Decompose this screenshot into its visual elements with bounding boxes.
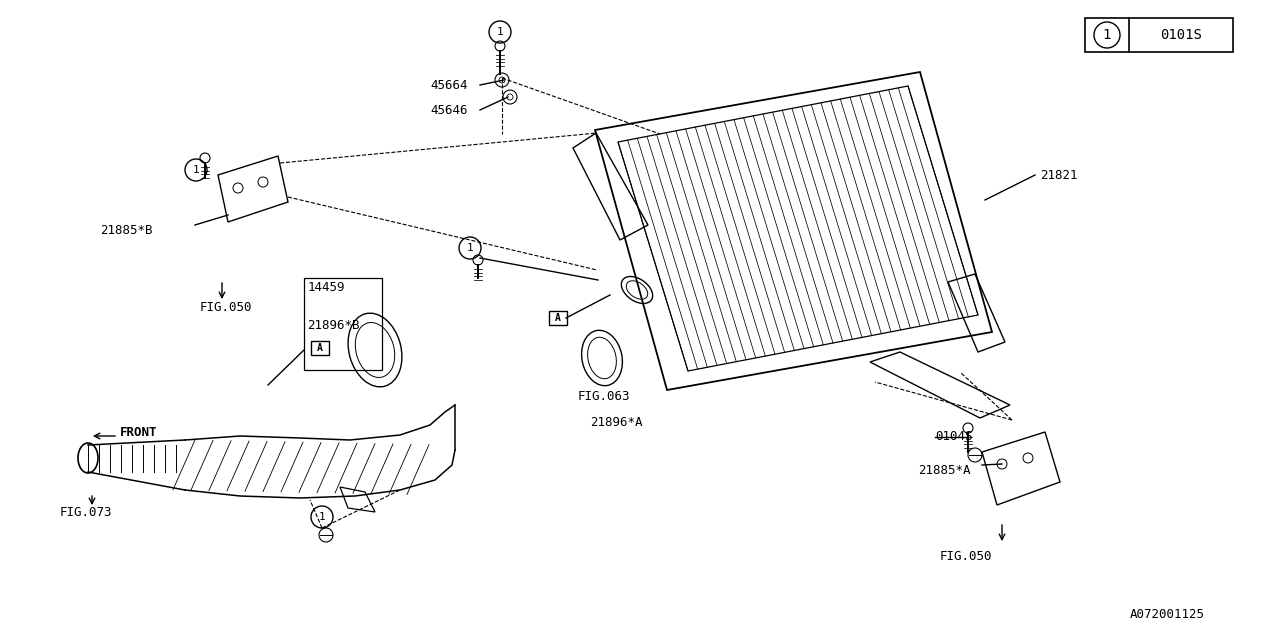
Text: 21821: 21821 — [1039, 168, 1078, 182]
Text: 21885*B: 21885*B — [100, 223, 152, 237]
Text: A: A — [317, 343, 323, 353]
Text: FIG.050: FIG.050 — [200, 301, 252, 314]
Bar — [1085, 18, 1233, 52]
Text: 21885*A: 21885*A — [918, 463, 970, 477]
Bar — [549, 311, 567, 325]
Text: 1: 1 — [1103, 28, 1111, 42]
Text: 1: 1 — [192, 165, 200, 175]
Text: 45646: 45646 — [430, 104, 467, 116]
Text: FIG.063: FIG.063 — [579, 390, 631, 403]
Text: 21896*A: 21896*A — [590, 415, 643, 429]
Text: A072001125: A072001125 — [1130, 609, 1204, 621]
Text: FIG.073: FIG.073 — [60, 506, 113, 518]
Text: 0104S: 0104S — [934, 431, 973, 444]
Text: 1: 1 — [467, 243, 474, 253]
Text: 1: 1 — [319, 512, 325, 522]
Text: 14459: 14459 — [308, 280, 346, 294]
Bar — [311, 341, 329, 355]
Text: 21896*B: 21896*B — [307, 319, 360, 332]
Text: 0101S: 0101S — [1160, 28, 1202, 42]
Text: FRONT: FRONT — [120, 426, 157, 440]
Text: 1: 1 — [497, 27, 503, 37]
Text: A: A — [556, 313, 561, 323]
Text: FIG.050: FIG.050 — [940, 550, 992, 563]
Bar — [305, 278, 381, 370]
Text: 45664: 45664 — [430, 79, 467, 92]
